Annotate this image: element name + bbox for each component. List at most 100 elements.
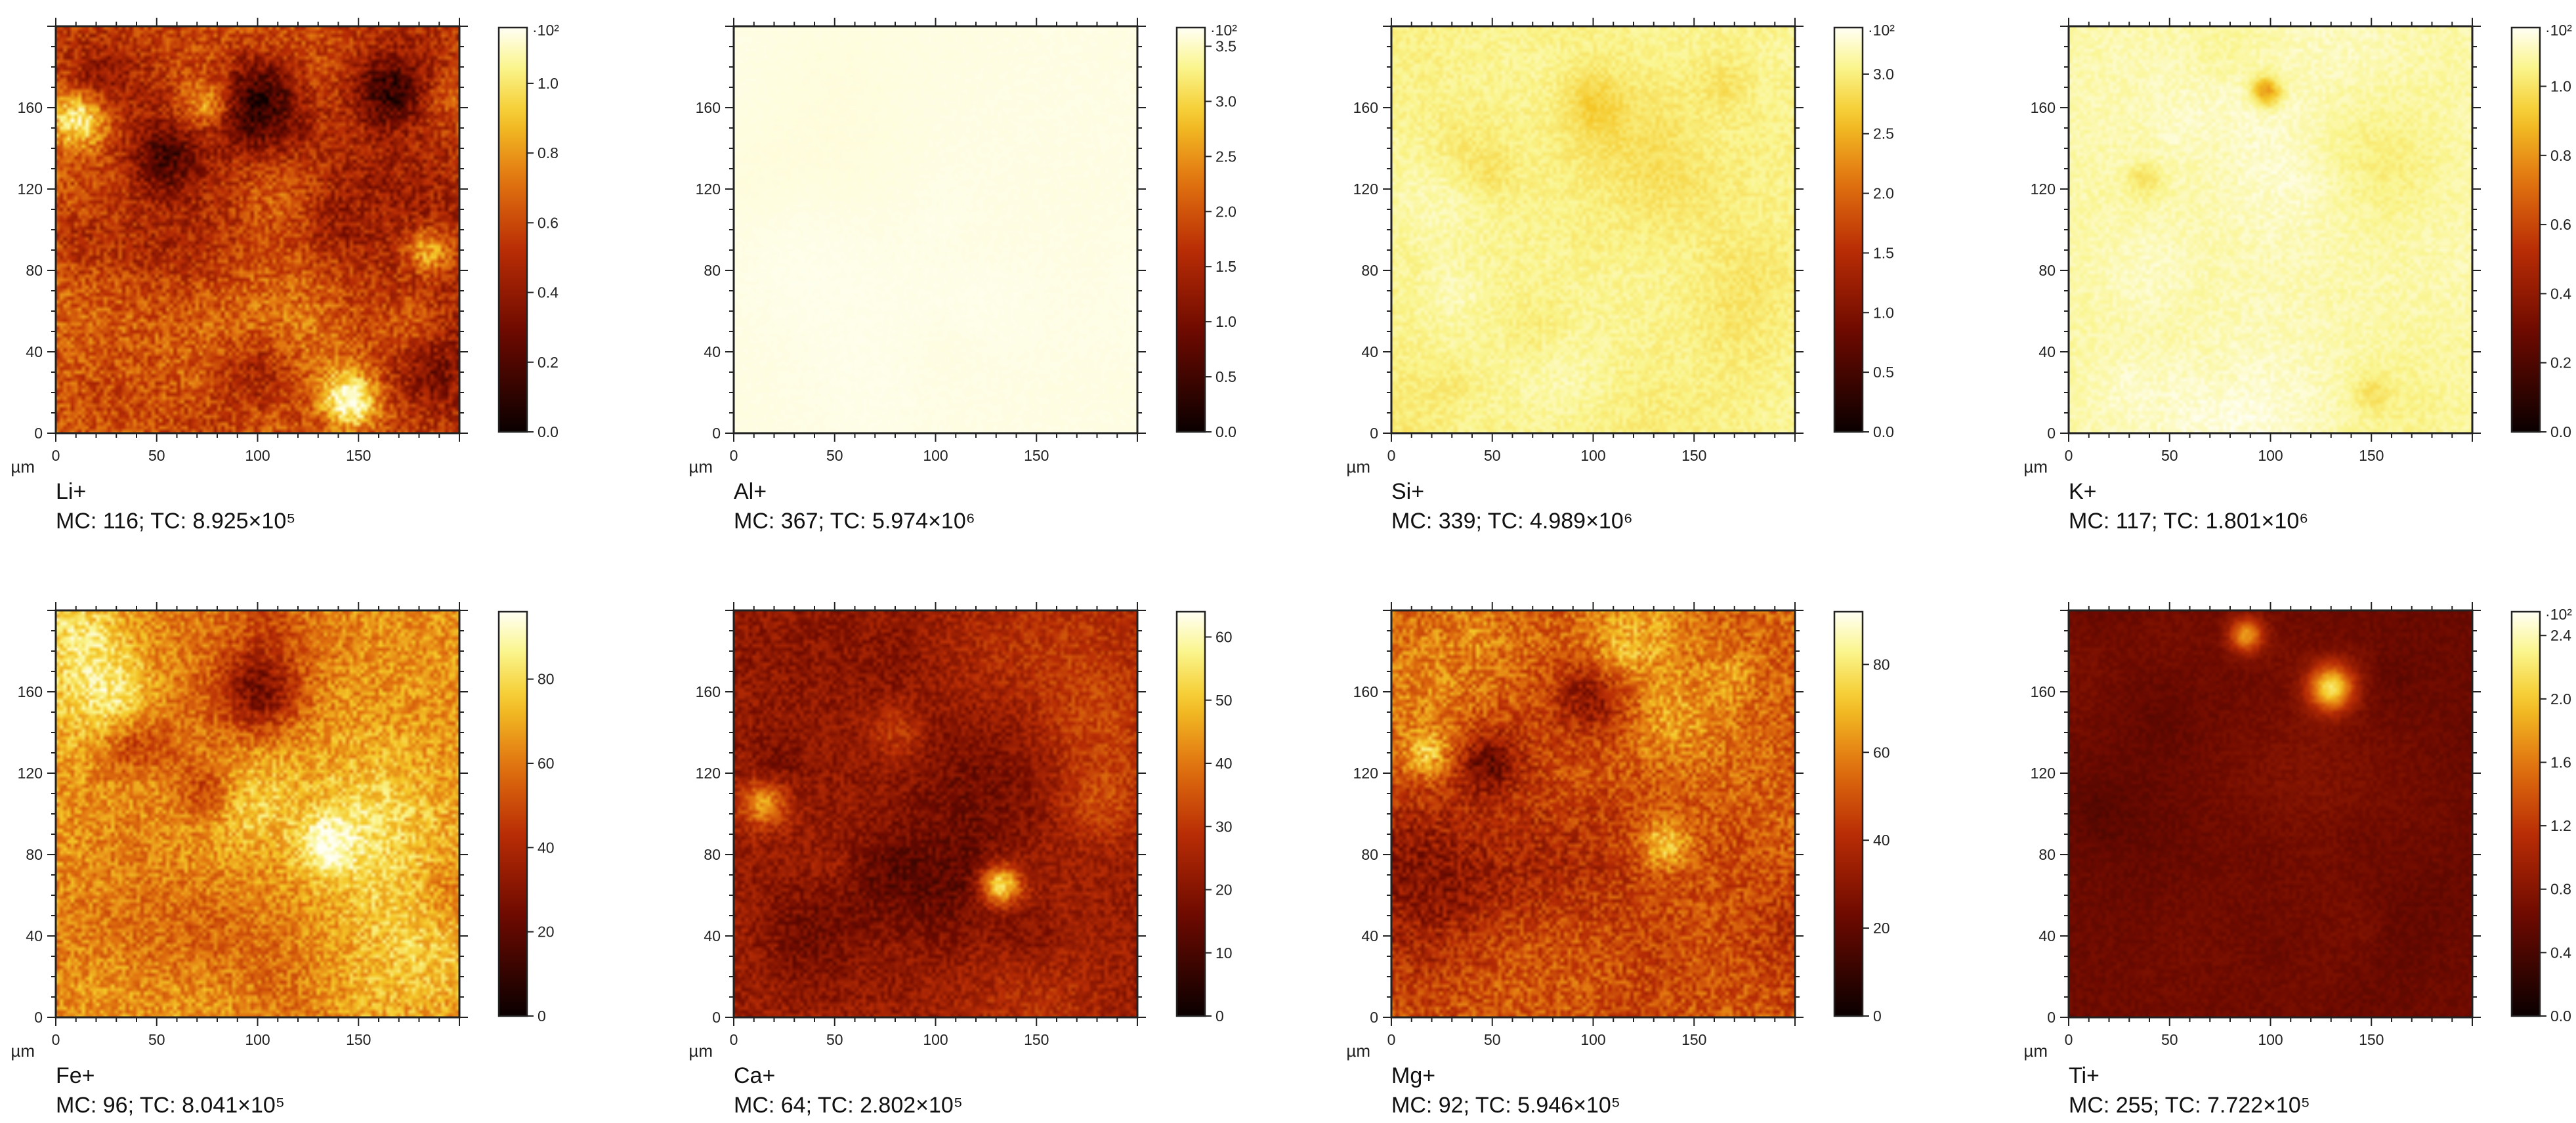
y-tick-label: 40 bbox=[26, 343, 43, 360]
count-stats: MC: 92; TC: 5.946×10⁵ bbox=[1391, 1093, 1620, 1118]
x-tick-label: 0 bbox=[52, 1031, 60, 1048]
x-tick-label: 50 bbox=[1484, 1031, 1501, 1048]
panel-al: 0 50 100 150 0 40 80 120 160 µm Al+ MC: 367; TC: 5.… bbox=[688, 18, 1237, 534]
count-stats: MC: 116; TC: 8.925×10⁵ bbox=[56, 509, 295, 534]
colorbar-tick-label: 2.0 bbox=[1873, 185, 1894, 202]
y-tick-label: 160 bbox=[1353, 683, 1378, 700]
colorbar-tick-label: 1.0 bbox=[538, 75, 559, 92]
y-tick-label: 0 bbox=[1370, 425, 1378, 442]
colorbar-tick-label: 0.8 bbox=[2550, 147, 2571, 164]
y-tick-label: 160 bbox=[2031, 683, 2056, 700]
x-tick-label: 0 bbox=[1387, 447, 1396, 464]
y-tick-label: 80 bbox=[704, 262, 721, 279]
colorbar-tick-label: 50 bbox=[1215, 692, 1233, 709]
y-tick-label: 80 bbox=[26, 846, 43, 863]
x-tick-label: 50 bbox=[148, 1031, 165, 1048]
colorbar-gradient bbox=[1177, 612, 1205, 1016]
y-tick-label: 40 bbox=[704, 343, 721, 360]
colorbar-frame bbox=[1833, 610, 1864, 1017]
y-tick-label: 160 bbox=[18, 99, 43, 116]
x-tick-label: 150 bbox=[1681, 1031, 1706, 1048]
x-tick-label: 0 bbox=[52, 447, 60, 464]
panel-ti: 0 50 100 150 0 40 80 120 160 µm Ti+ MC: 255; TC: 7.… bbox=[2023, 602, 2572, 1118]
ion-label: Ca+ bbox=[734, 1063, 775, 1088]
y-tick-label: 120 bbox=[696, 765, 721, 782]
x-tick-label: 100 bbox=[2258, 1031, 2283, 1048]
colorbar-frame bbox=[497, 26, 528, 433]
colorbar-tick-label: 2.0 bbox=[2550, 690, 2571, 708]
colorbar-tick-label: 80 bbox=[538, 671, 555, 688]
x-tick-label: 0 bbox=[1387, 1031, 1396, 1048]
y-tick-label: 0 bbox=[2047, 425, 2056, 442]
colorbar-exponent: ·10² bbox=[2545, 606, 2572, 623]
y-tick-label: 0 bbox=[34, 425, 43, 442]
x-tick-label: 150 bbox=[1681, 447, 1706, 464]
y-tick-label: 120 bbox=[18, 180, 43, 198]
colorbar-tick-label: 0.0 bbox=[538, 423, 559, 440]
colorbar-frame bbox=[497, 610, 528, 1017]
count-stats: MC: 339; TC: 4.989×10⁶ bbox=[1391, 509, 1633, 534]
colorbar-tick-label: 1.0 bbox=[1873, 304, 1894, 321]
panel-si: 0 50 100 150 0 40 80 120 160 µm Si+ MC: 339; TC: 4.… bbox=[1346, 18, 1895, 534]
x-tick-label: 100 bbox=[2258, 447, 2283, 464]
colorbar-tick-label: 3.0 bbox=[1215, 93, 1236, 110]
colorbar-tick-label: 20 bbox=[538, 923, 555, 941]
x-tick-label: 100 bbox=[923, 447, 948, 464]
x-tick-label: 100 bbox=[1580, 1031, 1605, 1048]
y-tick-label: 120 bbox=[2031, 180, 2056, 198]
axis-unit-label: µm bbox=[1346, 1041, 1370, 1061]
ion-label: K+ bbox=[2069, 479, 2097, 504]
y-tick-label: 40 bbox=[2038, 343, 2056, 360]
ion-label: Si+ bbox=[1391, 479, 1424, 504]
y-tick-label: 160 bbox=[18, 683, 43, 700]
heatmap-image bbox=[734, 26, 1137, 433]
y-tick-label: 120 bbox=[696, 180, 721, 198]
colorbar-gradient bbox=[499, 612, 527, 1016]
colorbar-tick-label: 3.0 bbox=[1873, 66, 1894, 83]
panel-li: 0 50 100 150 0 40 80 120 160 µm Li+ MC: 116; TC: 8.… bbox=[11, 18, 559, 534]
colorbar-tick-label: 40 bbox=[538, 839, 555, 856]
ion-label: Mg+ bbox=[1391, 1063, 1435, 1088]
colorbar-tick-label: 1.2 bbox=[2550, 817, 2571, 834]
colorbar-gradient bbox=[499, 28, 527, 432]
heatmap-image bbox=[1391, 26, 1795, 433]
colorbar-tick-label: 2.0 bbox=[1215, 203, 1236, 220]
y-tick-label: 0 bbox=[2047, 1009, 2056, 1026]
y-tick-label: 160 bbox=[2031, 99, 2056, 116]
heatmap-image bbox=[734, 610, 1137, 1017]
y-tick-label: 80 bbox=[2038, 262, 2056, 279]
x-tick-label: 0 bbox=[2065, 1031, 2073, 1048]
colorbar-tick-label: 60 bbox=[1873, 744, 1890, 761]
colorbar-tick-label: 2.4 bbox=[2550, 627, 2571, 644]
y-tick-label: 80 bbox=[704, 846, 721, 863]
y-tick-label: 120 bbox=[1353, 765, 1378, 782]
colorbar-tick-label: 0.4 bbox=[538, 284, 559, 301]
colorbar-tick-label: 40 bbox=[1873, 832, 1890, 849]
count-stats: MC: 96; TC: 8.041×10⁵ bbox=[56, 1093, 285, 1118]
colorbar-gradient bbox=[1834, 612, 1863, 1016]
colorbar-frame bbox=[1833, 26, 1864, 433]
colorbar-tick-label: 0 bbox=[538, 1007, 546, 1025]
x-tick-label: 50 bbox=[148, 447, 165, 464]
colorbar-tick-label: 2.5 bbox=[1215, 148, 1236, 165]
x-tick-label: 150 bbox=[2359, 447, 2384, 464]
colorbar-tick-label: 1.5 bbox=[1215, 258, 1236, 275]
colorbar-tick-label: 0.4 bbox=[2550, 285, 2571, 302]
y-tick-label: 0 bbox=[1370, 1009, 1378, 1026]
colorbar-gradient bbox=[2512, 612, 2540, 1016]
axis-unit-label: µm bbox=[688, 457, 713, 477]
y-tick-label: 0 bbox=[712, 1009, 721, 1026]
y-tick-label: 160 bbox=[1353, 99, 1378, 116]
x-tick-label: 100 bbox=[245, 1031, 270, 1048]
y-tick-label: 40 bbox=[26, 927, 43, 944]
colorbar-exponent: ·10² bbox=[532, 22, 559, 39]
colorbar-tick-label: 3.5 bbox=[1215, 38, 1236, 55]
colorbar-tick-label: 0.0 bbox=[2550, 1007, 2571, 1025]
colorbar-exponent: ·10² bbox=[2545, 22, 2572, 39]
colorbar-tick-label: 0 bbox=[1215, 1007, 1224, 1025]
y-tick-label: 160 bbox=[696, 99, 721, 116]
colorbar-exponent: ·10² bbox=[1868, 22, 1895, 39]
colorbar-frame bbox=[2510, 26, 2541, 433]
y-tick-label: 40 bbox=[704, 927, 721, 944]
heatmap-image bbox=[56, 610, 459, 1017]
